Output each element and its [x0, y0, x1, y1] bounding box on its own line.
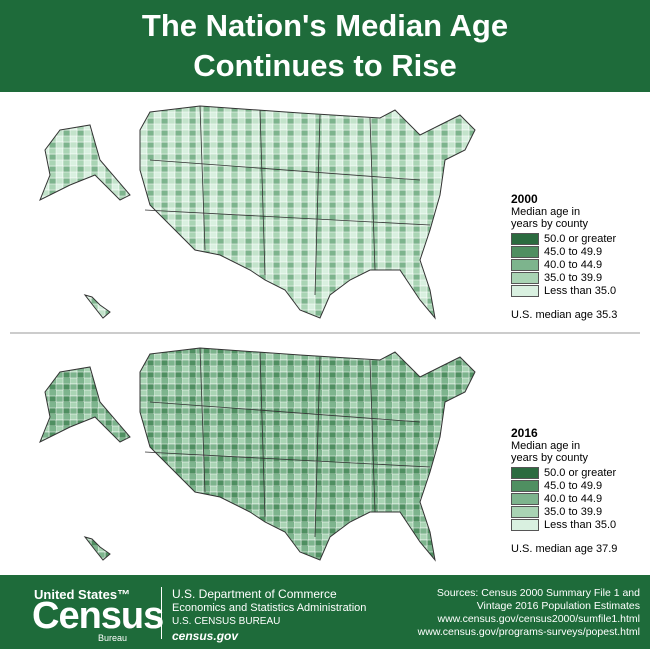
legend-item: 35.0 to 39.9 [511, 271, 617, 284]
legend-label: 35.0 to 39.9 [544, 271, 603, 284]
legend-label: 45.0 to 49.9 [544, 479, 603, 492]
legend-label: 35.0 to 39.9 [544, 505, 603, 518]
legend-label: Less than 35.0 [544, 284, 617, 297]
legend-item: 35.0 to 39.9 [511, 505, 617, 518]
logo-bottom: Bureau [98, 633, 128, 643]
footer: United States™ Census Bureau U.S. Depart… [0, 575, 650, 649]
legend-swatch [511, 284, 539, 297]
legend-swatch [511, 479, 539, 492]
legend-item: 50.0 or greater [511, 232, 617, 245]
legend-title: years by county [511, 218, 589, 230]
legend-label: 40.0 to 44.9 [544, 492, 603, 505]
legend-title: years by county [511, 452, 589, 464]
legend-swatch [511, 232, 539, 245]
legend-label: 50.0 or greater [544, 232, 617, 245]
median-note: U.S. median age 35.3 [511, 309, 618, 321]
legend-item: Less than 35.0 [511, 284, 617, 297]
legend-item: 40.0 to 44.9 [511, 492, 617, 505]
dept-line: U.S. CENSUS BUREAU [172, 616, 281, 627]
legend-label: 50.0 or greater [544, 466, 617, 479]
legend-item: 40.0 to 44.9 [511, 258, 617, 271]
legend: 2016 Median age in years by county 50.0 or … [511, 426, 617, 555]
dept-line: Economics and Statistics Administration [172, 602, 367, 614]
source-link[interactable]: www.census.gov/census2000/sumfile1.html [437, 613, 640, 625]
sources: Sources: Census 2000 Summary File 1 and … [418, 587, 640, 639]
legend-year: 2000 [511, 192, 538, 206]
legend-item: Less than 35.0 [511, 518, 617, 531]
header: The Nation's Median Age Continues to Ris… [0, 0, 650, 92]
legend-item: 45.0 to 49.9 [511, 245, 617, 258]
legend-swatch [511, 245, 539, 258]
logo-main: Census [32, 595, 164, 637]
legend-swatch [511, 505, 539, 518]
legend-item: 50.0 or greater [511, 466, 617, 479]
map-2000 [39, 105, 476, 319]
legend-items: 50.0 or greater 45.0 to 49.9 40.0 to 44.9 3… [511, 466, 617, 531]
legend-label: 40.0 to 44.9 [544, 258, 603, 271]
legend-label: Less than 35.0 [544, 518, 617, 531]
legend: 2000 Median age in years by county 50.0 or … [511, 192, 617, 321]
legend-label: 45.0 to 49.9 [544, 245, 603, 258]
legend-swatch [511, 492, 539, 505]
map-2016 [39, 347, 476, 561]
legend-title: Median age in [511, 440, 581, 452]
legend-items: 50.0 or greater 45.0 to 49.9 40.0 to 44.9 3… [511, 232, 617, 297]
dept-link[interactable]: census.gov [172, 629, 239, 643]
dept-line: U.S. Department of Commerce [172, 587, 337, 601]
legend-year: 2016 [511, 426, 538, 440]
legend-swatch [511, 518, 539, 531]
logo-top: United States™ [34, 587, 131, 602]
title-line: The Nation's Median Age [141, 8, 509, 43]
legend-swatch [511, 466, 539, 479]
department: U.S. Department of Commerce Economics an… [172, 587, 366, 643]
legend-swatch [511, 271, 539, 284]
legend-swatch [511, 258, 539, 271]
separator [161, 587, 162, 639]
source-line: Sources: Census 2000 Summary File 1 and [436, 587, 640, 599]
source-link[interactable]: www.census.gov/programs-surveys/popest.h… [417, 626, 640, 638]
maps [10, 105, 640, 561]
source-line: Vintage 2016 Population Estimates [476, 600, 640, 612]
title-line: Continues to Rise [193, 48, 457, 83]
median-note: U.S. median age 37.9 [511, 543, 618, 555]
legend-title: Median age in [511, 206, 581, 218]
legend-item: 45.0 to 49.9 [511, 479, 617, 492]
